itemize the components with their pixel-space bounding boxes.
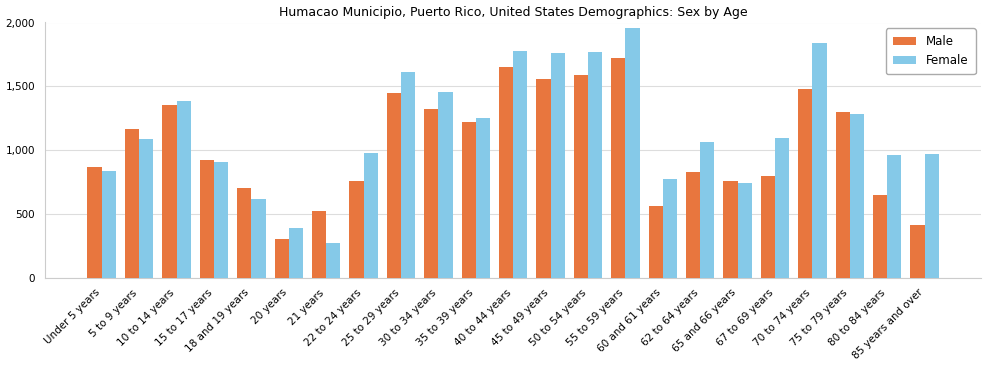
- Bar: [685, 172, 699, 278]
- Bar: [849, 114, 863, 278]
- Bar: [349, 181, 363, 278]
- Bar: [513, 51, 527, 278]
- Bar: [88, 167, 102, 278]
- Bar: [535, 79, 550, 278]
- Bar: [475, 118, 489, 278]
- Bar: [550, 53, 564, 278]
- Bar: [760, 176, 774, 278]
- Bar: [176, 101, 190, 278]
- Bar: [573, 75, 588, 278]
- Bar: [835, 112, 849, 278]
- Bar: [909, 225, 924, 278]
- Bar: [873, 195, 886, 278]
- Bar: [199, 160, 214, 278]
- Bar: [214, 162, 228, 278]
- Bar: [325, 243, 340, 278]
- Bar: [162, 105, 176, 278]
- Bar: [625, 28, 639, 278]
- Bar: [663, 179, 676, 278]
- Bar: [737, 183, 751, 278]
- Bar: [774, 138, 789, 278]
- Bar: [400, 72, 415, 278]
- Legend: Male, Female: Male, Female: [884, 28, 974, 75]
- Bar: [139, 139, 153, 278]
- Bar: [387, 93, 400, 278]
- Bar: [798, 89, 811, 278]
- Bar: [588, 52, 601, 278]
- Bar: [438, 92, 453, 278]
- Bar: [461, 122, 475, 278]
- Bar: [251, 199, 265, 278]
- Bar: [648, 206, 663, 278]
- Title: Humacao Municipio, Puerto Rico, United States Demographics: Sex by Age: Humacao Municipio, Puerto Rico, United S…: [279, 6, 746, 19]
- Bar: [699, 142, 714, 278]
- Bar: [237, 188, 251, 278]
- Bar: [924, 154, 938, 278]
- Bar: [723, 181, 737, 278]
- Bar: [125, 129, 139, 278]
- Bar: [424, 109, 438, 278]
- Bar: [811, 43, 826, 278]
- Bar: [102, 171, 115, 278]
- Bar: [363, 153, 378, 278]
- Bar: [289, 228, 303, 278]
- Bar: [312, 211, 325, 278]
- Bar: [499, 67, 513, 278]
- Bar: [274, 239, 289, 278]
- Bar: [610, 58, 625, 278]
- Bar: [886, 155, 900, 278]
